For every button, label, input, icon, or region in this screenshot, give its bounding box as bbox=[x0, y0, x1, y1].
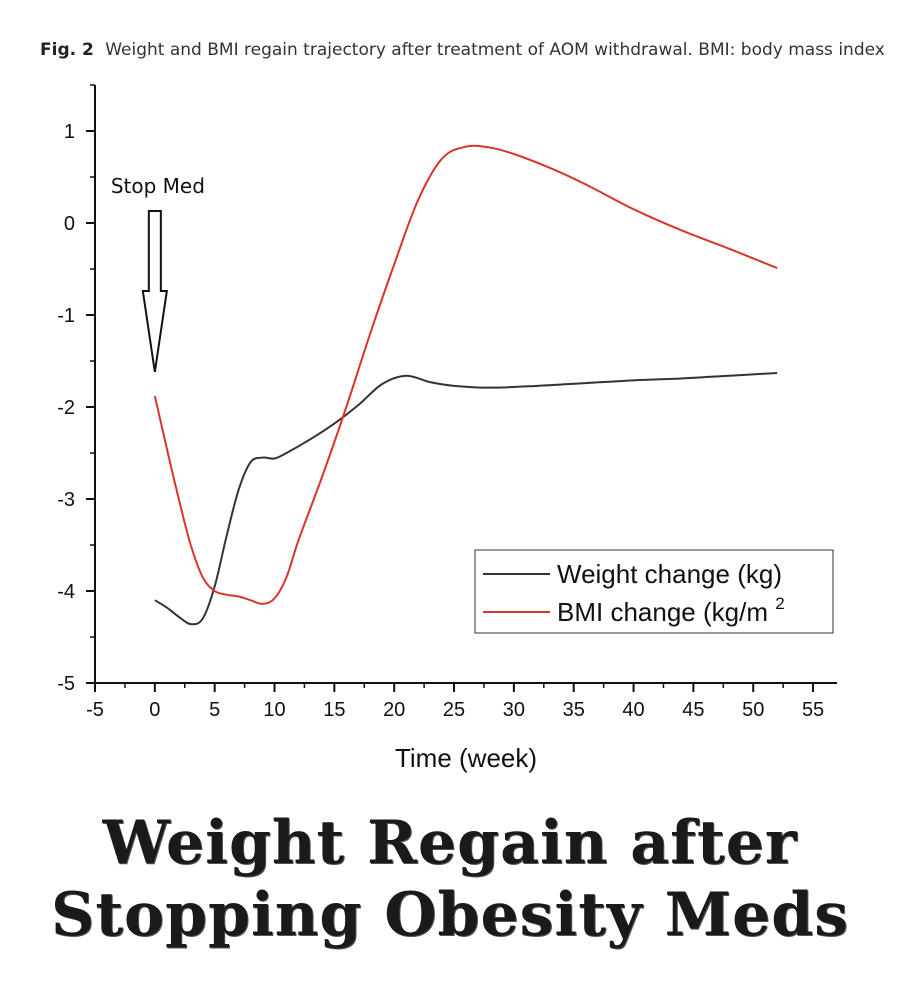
x-tick-label: 30 bbox=[503, 699, 525, 721]
legend-label-bmi-superscript: 2 bbox=[775, 594, 784, 613]
y-tick-label: -5 bbox=[57, 673, 75, 695]
legend-label-bmi-main: BMI change (kg/m bbox=[557, 597, 768, 627]
y-tick-label: -2 bbox=[57, 397, 75, 419]
x-tick-label: 55 bbox=[802, 699, 824, 721]
x-tick-label: 40 bbox=[622, 699, 644, 721]
down-arrow-icon bbox=[143, 211, 167, 372]
x-axis-title: Time (week) bbox=[395, 743, 537, 773]
legend-label-weight: Weight change (kg) bbox=[557, 559, 782, 589]
x-tick-label: 50 bbox=[742, 699, 764, 721]
chart-legend: Weight change (kg) BMI change (kg/m 2 bbox=[475, 550, 833, 633]
x-tick-label: 0 bbox=[149, 699, 160, 721]
y-tick-label: -4 bbox=[57, 581, 75, 603]
headline-line-1: Weight Regain after bbox=[0, 808, 900, 878]
y-tick-label: 1 bbox=[64, 121, 75, 143]
x-tick-label: 5 bbox=[209, 699, 220, 721]
y-tick-label: 0 bbox=[64, 213, 75, 235]
x-tick-label: 35 bbox=[563, 699, 585, 721]
bmi-change-line bbox=[155, 146, 777, 604]
x-tick-label: -5 bbox=[86, 699, 104, 721]
x-tick-label: 25 bbox=[443, 699, 465, 721]
legend-label-bmi: BMI change (kg/m 2 bbox=[557, 594, 785, 627]
stop-med-annotation: Stop Med bbox=[111, 174, 205, 372]
x-tick-label: 10 bbox=[263, 699, 285, 721]
x-tick-label: 45 bbox=[682, 699, 704, 721]
x-tick-label: 20 bbox=[383, 699, 405, 721]
x-tick-label: 15 bbox=[323, 699, 345, 721]
y-tick-label: -3 bbox=[57, 489, 75, 511]
y-tick-label: -1 bbox=[57, 305, 75, 327]
headline-line-2: Stopping Obesity Meds bbox=[0, 880, 900, 950]
annotation-label: Stop Med bbox=[111, 174, 205, 198]
